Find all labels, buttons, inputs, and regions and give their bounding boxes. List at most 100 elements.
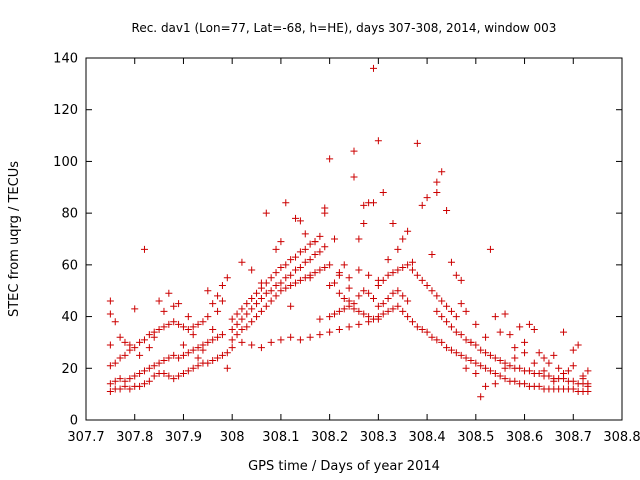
data-point <box>384 307 392 315</box>
data-point <box>550 351 558 359</box>
data-point <box>257 279 265 287</box>
data-point <box>316 266 324 274</box>
data-point <box>428 287 436 295</box>
data-point <box>111 377 119 385</box>
data-point <box>482 364 490 372</box>
data-point <box>131 305 139 313</box>
data-point <box>311 238 319 246</box>
data-point <box>257 307 265 315</box>
data-point <box>214 307 222 315</box>
x-tick-label: 307.9 <box>165 430 202 445</box>
data-point <box>452 328 460 336</box>
x-tick-label: 308.1 <box>262 430 299 445</box>
data-point <box>340 294 348 302</box>
data-point <box>521 380 529 388</box>
data-point <box>136 351 144 359</box>
data-point <box>472 341 480 349</box>
data-point <box>457 331 465 339</box>
data-point <box>233 331 241 339</box>
data-point <box>272 245 280 253</box>
data-point <box>408 258 416 266</box>
data-point <box>355 320 363 328</box>
data-point <box>306 333 314 341</box>
data-point <box>301 258 309 266</box>
data-point <box>584 367 592 375</box>
data-point <box>335 307 343 315</box>
x-tick-label: 307.8 <box>116 430 153 445</box>
data-point <box>423 282 431 290</box>
data-point <box>267 338 275 346</box>
data-point <box>477 346 485 354</box>
data-point <box>452 313 460 321</box>
data-point <box>491 354 499 362</box>
data-point <box>199 318 207 326</box>
data-point <box>145 344 153 352</box>
data-point <box>379 188 387 196</box>
data-point <box>511 344 519 352</box>
data-point <box>355 292 363 300</box>
data-point <box>184 313 192 321</box>
data-point <box>170 318 178 326</box>
data-point <box>214 354 222 362</box>
data-point <box>282 261 290 269</box>
data-point <box>282 274 290 282</box>
data-point <box>306 240 314 248</box>
data-point <box>452 349 460 357</box>
data-point <box>116 385 124 393</box>
data-point <box>569 362 577 370</box>
data-point <box>379 310 387 318</box>
data-point <box>311 269 319 277</box>
data-point <box>438 338 446 346</box>
data-point <box>194 354 202 362</box>
data-point <box>292 253 300 261</box>
data-point <box>233 320 241 328</box>
data-point <box>316 248 324 256</box>
data-point <box>277 279 285 287</box>
data-point <box>486 351 494 359</box>
data-point <box>374 302 382 310</box>
data-point <box>287 271 295 279</box>
data-point <box>306 274 314 282</box>
data-point <box>404 313 412 321</box>
data-point <box>136 382 144 390</box>
data-point <box>433 336 441 344</box>
data-point <box>165 372 173 380</box>
data-point <box>457 276 465 284</box>
data-point <box>574 341 582 349</box>
data-point <box>189 331 197 339</box>
data-point <box>316 315 324 323</box>
data-point <box>321 263 329 271</box>
data-point <box>404 261 412 269</box>
data-point <box>501 310 509 318</box>
data-point <box>160 323 168 331</box>
data-point <box>535 369 543 377</box>
data-point <box>345 284 353 292</box>
data-point <box>467 357 475 365</box>
data-point <box>331 310 339 318</box>
data-point <box>535 382 543 390</box>
data-point <box>126 385 134 393</box>
data-point <box>438 313 446 321</box>
data-point <box>569 346 577 354</box>
data-point <box>472 369 480 377</box>
data-point <box>277 336 285 344</box>
data-point <box>584 382 592 390</box>
data-point <box>214 292 222 300</box>
data-point <box>111 359 119 367</box>
data-point <box>223 274 231 282</box>
data-point <box>218 282 226 290</box>
data-point <box>179 351 187 359</box>
data-point <box>482 349 490 357</box>
data-point <box>418 201 426 209</box>
data-point <box>404 227 412 235</box>
data-point <box>238 315 246 323</box>
data-point <box>506 331 514 339</box>
data-point <box>496 328 504 336</box>
data-point <box>462 354 470 362</box>
data-point <box>530 359 538 367</box>
data-point <box>106 341 114 349</box>
data-point <box>316 331 324 339</box>
data-point <box>477 393 485 401</box>
data-point <box>145 331 153 339</box>
data-point <box>136 369 144 377</box>
